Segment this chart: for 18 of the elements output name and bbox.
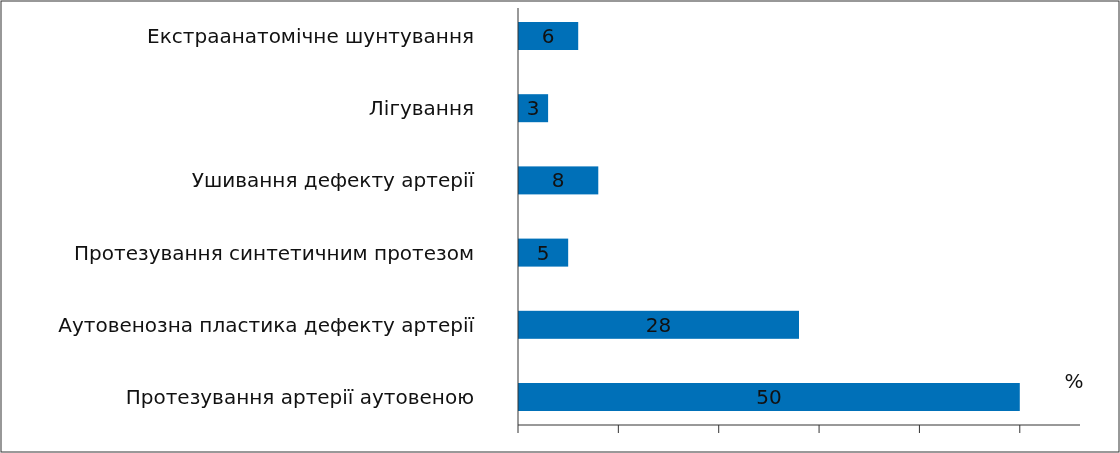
bar — [518, 22, 579, 50]
data-label: 8 — [551, 168, 565, 193]
bar — [518, 310, 799, 339]
data-label: 6 — [541, 24, 555, 48]
y-tick-label: Ушивання дефекту артерії — [191, 168, 475, 193]
bar — [518, 238, 569, 267]
y-tick-label: Протезування синтетичним протезом — [74, 240, 474, 265]
data-label: 5 — [536, 240, 550, 265]
data-label: 50 — [756, 385, 782, 409]
x-axis-title: % — [1064, 369, 1084, 393]
y-tick-label: Екстраанатомічне шунтування — [147, 24, 474, 48]
y-tick-label: Протезування артерії аутовеною — [125, 385, 474, 409]
bar — [518, 166, 599, 195]
y-tick-label: Аутовенозна пластика дефекту артерії — [58, 312, 475, 337]
bar — [518, 383, 1020, 411]
data-label: 3 — [526, 96, 540, 121]
y-tick-label: Лігування — [368, 96, 474, 121]
data-label: 28 — [645, 312, 672, 337]
